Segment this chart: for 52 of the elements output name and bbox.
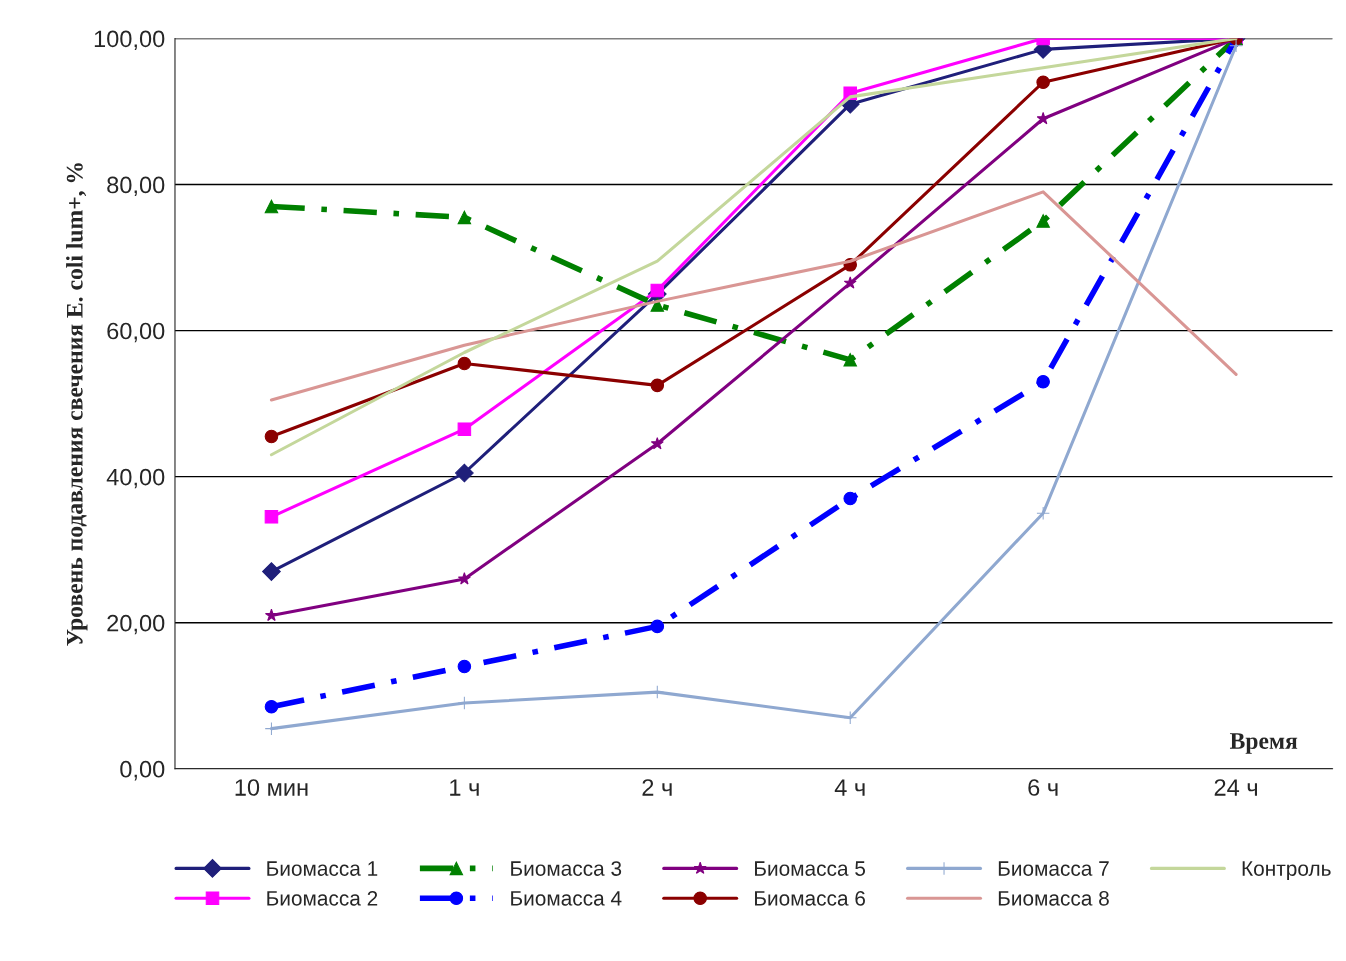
point	[1036, 75, 1050, 90]
point	[264, 721, 279, 736]
point	[455, 463, 474, 483]
legend-label: Биомасса 2	[267, 890, 378, 906]
point	[262, 562, 281, 581]
point	[457, 659, 472, 674]
point	[843, 276, 857, 289]
point	[264, 510, 279, 524]
legend-label: Биомасса 6	[755, 890, 865, 906]
point	[1036, 112, 1050, 125]
point	[1036, 506, 1050, 520]
point	[264, 429, 279, 444]
point	[264, 608, 278, 621]
x-tick-label: 24 ч	[1214, 779, 1257, 796]
x-tick-label: 10 мин	[235, 779, 308, 796]
x-tick-label: 1 ч	[450, 779, 479, 796]
y-tick-label: 60,00	[107, 322, 165, 343]
point	[264, 199, 279, 214]
point	[650, 437, 664, 450]
y-tick-label: 20,00	[107, 614, 165, 635]
point	[264, 699, 279, 714]
y-tick-label: 0,00	[120, 760, 165, 781]
x-tick-label: 6 ч	[1028, 779, 1058, 796]
legend-label: Биомасса 1	[267, 861, 378, 876]
point	[843, 710, 857, 725]
line-series	[269, 190, 1238, 402]
y-tick-label: 40,00	[106, 468, 165, 489]
legend-label: Контроль	[1242, 861, 1331, 881]
point	[1036, 374, 1050, 389]
y-tick-label: 80,00	[107, 176, 165, 197]
point	[843, 353, 857, 367]
legend-label: Биомасса 3	[511, 861, 622, 876]
point	[1036, 214, 1050, 228]
legend-label: Биомасса 7	[998, 861, 1109, 876]
point	[457, 356, 472, 371]
point	[1229, 38, 1243, 53]
x-tick-label: 4 ч	[834, 779, 865, 796]
legend-label: Биомасса 5	[755, 861, 866, 876]
point	[457, 210, 472, 225]
x-axis-title: Время	[1229, 733, 1298, 754]
point	[457, 572, 471, 585]
point	[843, 491, 857, 506]
point	[650, 378, 665, 393]
point	[650, 619, 665, 634]
point	[457, 422, 472, 436]
y-tick-label: 100,00	[94, 30, 165, 51]
legend-label: Биомасса 4	[511, 891, 622, 906]
legend-label: Биомасса 8	[998, 890, 1109, 906]
point	[650, 298, 665, 312]
point	[650, 283, 665, 298]
y-axis-title: Уровень подавления свечения E. coli lum+, %	[66, 163, 88, 646]
x-tick-label: 2 ч	[642, 779, 672, 796]
